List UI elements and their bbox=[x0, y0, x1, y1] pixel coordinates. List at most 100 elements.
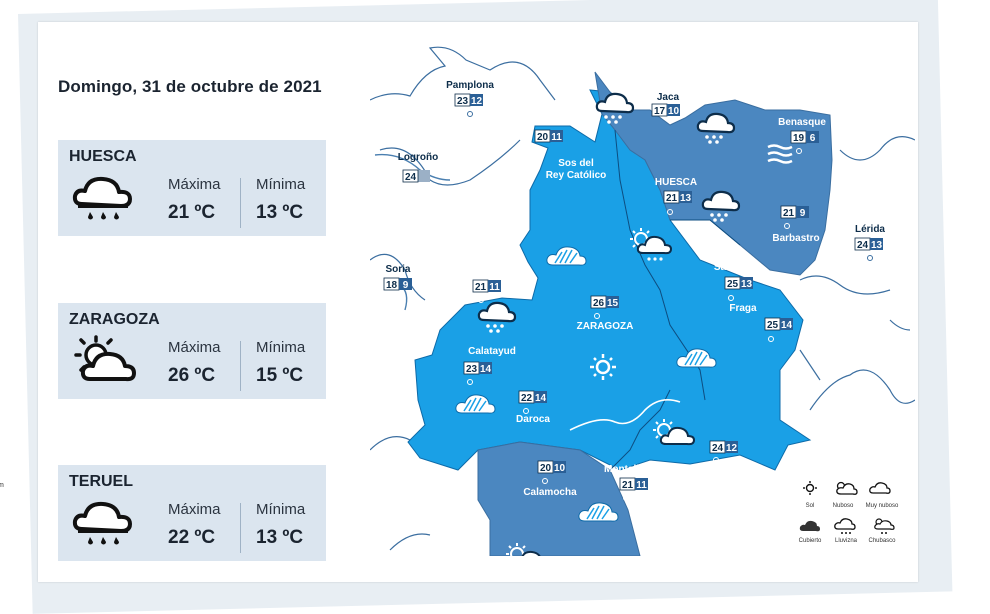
location-dot bbox=[467, 379, 473, 385]
min-temp: 11 bbox=[489, 282, 500, 293]
max-label: Máxima bbox=[168, 176, 221, 193]
legend-label: Chubasco bbox=[868, 538, 896, 544]
max-temp: 21 bbox=[783, 208, 795, 219]
city-name: TERUEL bbox=[69, 473, 133, 490]
divider bbox=[240, 178, 241, 228]
min-temp: 13 ºC bbox=[256, 527, 304, 548]
place-label-montalban: Montalbán bbox=[604, 464, 654, 475]
location-dot bbox=[784, 223, 790, 229]
max-temp: 18 bbox=[386, 280, 398, 291]
temp-box-sos: 20 11 bbox=[534, 129, 563, 143]
max-temp: 17 bbox=[654, 106, 666, 117]
legend-drizzle-icon bbox=[834, 518, 856, 534]
max-temp: 21 ºC bbox=[168, 202, 216, 223]
legend-label: Lluvizna bbox=[835, 538, 858, 544]
rain-cloud-icon bbox=[72, 176, 132, 220]
location-dot bbox=[594, 313, 600, 319]
place-label-barbastro: Barbastro bbox=[772, 233, 819, 244]
legend: Sol Nuboso Muy nuboso Cubierto Lluvizna … bbox=[799, 481, 899, 544]
place-label-sos: Rey Católico bbox=[546, 170, 607, 181]
min-temp: 10 bbox=[554, 463, 566, 474]
rain-cloud-icon bbox=[72, 501, 132, 545]
max-temp: 22 bbox=[521, 393, 533, 404]
legend-very-cloudy-icon bbox=[869, 482, 891, 494]
location-dot bbox=[768, 336, 774, 342]
city-name: HUESCA bbox=[69, 148, 137, 165]
place-label-daroca: Daroca bbox=[516, 414, 550, 425]
temp-box-zaragoza: 26 15 bbox=[590, 295, 619, 309]
temp-box-pamplona: 23 12 bbox=[454, 93, 483, 107]
min-temp: 15 bbox=[607, 298, 619, 309]
place-label-alcaniz: Alcañiz bbox=[703, 464, 738, 475]
legend-shower-icon bbox=[874, 518, 895, 534]
location-dot bbox=[523, 408, 529, 414]
place-label-jaca: Jaca bbox=[657, 92, 680, 103]
temp-box-tarazona: 21 11 bbox=[472, 279, 501, 293]
location-dot bbox=[623, 495, 629, 501]
temp-box-fraga: 25 14 bbox=[764, 317, 793, 331]
location-dot bbox=[478, 297, 484, 303]
temp-box-jaca: 17 10 bbox=[651, 103, 680, 117]
max-temp: 19 bbox=[793, 133, 805, 144]
location-dot bbox=[667, 209, 673, 215]
temp-box-sarinena: 25 13 bbox=[724, 276, 753, 290]
wind-icon bbox=[767, 144, 793, 164]
city-card-zaragoza: ZARAGOZA Máxima Mínima 26 ºC 15 ºC bbox=[58, 303, 326, 399]
location-dot bbox=[713, 457, 719, 463]
place-label-calatayud: Calatayud bbox=[468, 346, 516, 357]
max-temp: 21 bbox=[475, 282, 487, 293]
min-label: Mínima bbox=[256, 501, 306, 518]
city-card-huesca: HUESCA Máxima Mínima 21 ºC 13 ºC bbox=[58, 140, 326, 236]
max-temp: 21 bbox=[622, 480, 634, 491]
divider bbox=[240, 341, 241, 391]
place-label-logrono: Logroño bbox=[398, 152, 439, 163]
temp-box-benasque: 19 6 bbox=[790, 130, 819, 144]
city-card-teruel: TERUEL Máxima Mínima 22 ºC 13 ºC bbox=[58, 465, 326, 561]
min-label: Mínima bbox=[256, 176, 306, 193]
max-temp: 26 ºC bbox=[168, 365, 216, 386]
location-dot bbox=[796, 148, 802, 154]
min-temp: 13 ºC bbox=[256, 202, 304, 223]
min-temp: 15 ºC bbox=[256, 365, 304, 386]
legend-cloudy-icon bbox=[836, 481, 858, 495]
min-temp: 9 bbox=[800, 208, 806, 219]
temp-box-alcaniz: 24 12 bbox=[709, 440, 738, 454]
place-label-zaragoza: ZARAGOZA bbox=[577, 321, 634, 332]
min-temp: 13 bbox=[741, 279, 753, 290]
max-temp: 20 bbox=[540, 463, 552, 474]
min-label: Mínima bbox=[256, 339, 306, 356]
min-temp: 14 bbox=[535, 393, 547, 404]
forecast-date: Domingo, 31 de octubre de 2021 bbox=[58, 77, 322, 96]
temp-box-daroca: 22 14 bbox=[518, 390, 547, 404]
min-temp: 12 bbox=[726, 443, 738, 454]
place-label-calamocha: Calamocha bbox=[523, 487, 577, 498]
location-dot bbox=[467, 111, 473, 117]
max-temp: 23 bbox=[457, 96, 469, 107]
max-temp: 24 bbox=[857, 240, 869, 251]
max-temp: 25 bbox=[767, 320, 779, 331]
place-label-benasque: Benasque bbox=[778, 117, 826, 128]
max-temp: 26 bbox=[593, 298, 605, 309]
max-temp: 25 bbox=[727, 279, 739, 290]
place-label-fraga: Fraga bbox=[729, 303, 757, 314]
place-label-sos: Sos del bbox=[558, 158, 594, 169]
min-temp: 14 bbox=[480, 364, 492, 375]
temp-box-calamocha: 20 10 bbox=[537, 460, 566, 474]
stray-text: m bbox=[0, 482, 4, 489]
location-dot bbox=[542, 478, 548, 484]
min-temp: 12 bbox=[471, 96, 483, 107]
legend-label: Cubierto bbox=[799, 538, 822, 544]
place-label-tarazona: Tarazona bbox=[465, 266, 509, 277]
min-temp: 11 bbox=[551, 132, 562, 143]
temp-box-soria: 18 9 bbox=[383, 277, 412, 291]
divider bbox=[240, 503, 241, 553]
place-label-lerida: Lérida bbox=[855, 224, 885, 235]
city-name: ZARAGOZA bbox=[69, 311, 160, 328]
legend-label: Nuboso bbox=[833, 503, 854, 509]
location-dot bbox=[867, 255, 873, 261]
max-temp: 24 bbox=[405, 172, 417, 183]
min-temp: 14 bbox=[781, 320, 793, 331]
temp-box-lerida: 24 13 bbox=[854, 237, 883, 251]
temp-box-calatayud: 23 14 bbox=[463, 361, 492, 375]
max-temp: 23 bbox=[466, 364, 478, 375]
